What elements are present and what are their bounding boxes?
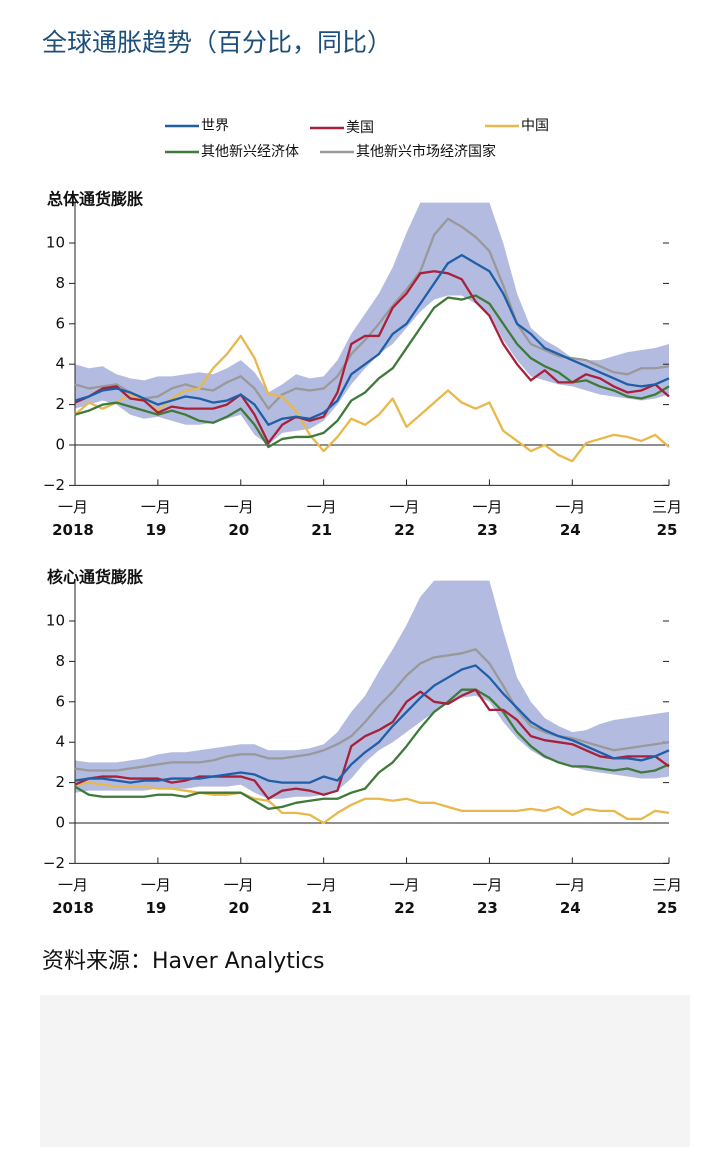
y-tick-label: 10: [46, 234, 65, 252]
x-year-label: 20: [228, 521, 249, 539]
series-line: [74, 664, 670, 784]
series-line: [74, 270, 670, 445]
x-tick-label: 一月: [224, 498, 254, 516]
x-year-label: 2018: [52, 521, 94, 539]
x-year-label: 25: [657, 521, 678, 539]
source-note: 资料来源：Haver Analytics: [42, 949, 325, 974]
legend-label: 其他新兴经济体: [201, 144, 299, 160]
x-tick-label: 一月: [472, 498, 502, 516]
series-line: [74, 688, 670, 800]
x-tick-label: 三月: [652, 876, 682, 894]
series-line: [74, 294, 670, 449]
y-tick-label: 6: [55, 314, 65, 332]
x-tick-label: 一月: [58, 498, 88, 516]
legend-label: 其他新兴市场经济国家: [356, 143, 496, 160]
y-tick-label: 8: [55, 274, 65, 292]
x-tick-label: 三月: [652, 498, 682, 516]
x-year-label: 22: [394, 899, 415, 917]
series-line: [74, 217, 670, 410]
series-line: [74, 253, 670, 426]
y-tick-label: 2: [55, 773, 65, 791]
x-tick-label: 一月: [307, 498, 337, 516]
x-year-label: 21: [311, 899, 332, 917]
series-line: [74, 688, 670, 811]
x-year-label: 23: [477, 521, 498, 539]
x-year-label: 24: [560, 899, 581, 917]
x-tick-label: 一月: [390, 498, 420, 516]
page-title: 全球通胀趋势（百分比，同比）: [42, 28, 392, 57]
legend-label: 美国: [346, 120, 374, 136]
y-tick-label: 0: [55, 814, 65, 832]
y-tick-label: 4: [55, 733, 65, 751]
y-tick-label: 4: [55, 355, 65, 373]
x-tick-label: 一月: [472, 876, 502, 894]
x-tick-label: 一月: [390, 876, 420, 894]
y-tick-label: −2: [43, 476, 65, 494]
series-line: [74, 781, 670, 825]
range-band: [75, 202, 669, 445]
faded-area: [40, 995, 690, 1147]
panel-title: 核心通货膨胀: [47, 568, 143, 587]
y-tick-label: 8: [55, 652, 65, 670]
y-tick-label: 6: [55, 692, 65, 710]
y-tick-label: −2: [43, 854, 65, 872]
x-tick-label: 一月: [555, 876, 585, 894]
x-year-label: 19: [145, 521, 166, 539]
x-tick-label: 一月: [555, 498, 585, 516]
x-year-label: 21: [311, 521, 332, 539]
y-tick-label: 2: [55, 395, 65, 413]
x-tick-label: 一月: [307, 876, 337, 894]
y-tick-label: 10: [46, 612, 65, 630]
x-year-label: 25: [657, 899, 678, 917]
x-year-label: 22: [394, 521, 415, 539]
x-tick-label: 一月: [58, 876, 88, 894]
y-tick-label: 0: [55, 436, 65, 454]
x-year-label: 23: [477, 899, 498, 917]
x-year-label: 2018: [52, 899, 94, 917]
x-tick-label: 一月: [224, 876, 254, 894]
x-tick-label: 一月: [141, 876, 171, 894]
series-line: [74, 648, 670, 772]
x-year-label: 20: [228, 899, 249, 917]
panel-title: 总体通货膨胀: [47, 190, 143, 209]
range-band: [75, 580, 669, 799]
legend-label: 中国: [521, 118, 549, 134]
legend-label: 世界: [201, 118, 229, 134]
x-year-label: 24: [560, 521, 581, 539]
series-line: [74, 334, 670, 463]
x-year-label: 19: [145, 899, 166, 917]
x-tick-label: 一月: [141, 498, 171, 516]
